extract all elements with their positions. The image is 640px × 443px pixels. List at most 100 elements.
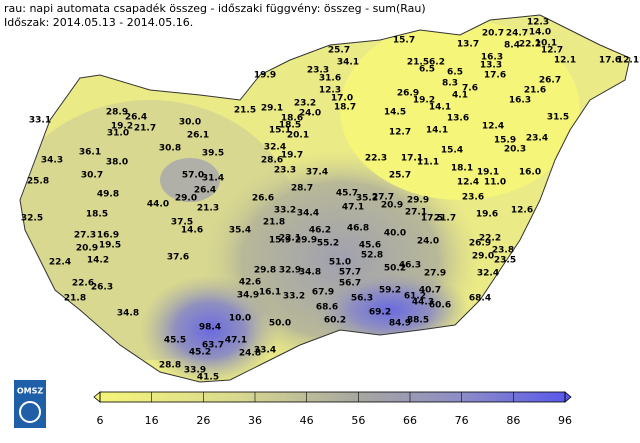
station-value: 18.1 (451, 164, 473, 174)
station-value: 45.5 (164, 336, 186, 346)
station-value: 20.3 (504, 145, 526, 155)
station-value: 35.2 (356, 194, 378, 204)
station-value: 11.1 (417, 158, 439, 168)
station-value: 42.6 (239, 278, 261, 288)
colorbar-tick-label: 66 (403, 414, 417, 427)
station-value: 30.8 (159, 144, 181, 154)
station-value: 27.9 (424, 269, 446, 279)
station-value: 50.0 (269, 319, 291, 329)
logo-swirl (19, 401, 41, 423)
station-value: 25.7 (328, 46, 350, 56)
station-value: 16.3 (481, 53, 503, 63)
station-value: 21.3 (197, 204, 219, 214)
station-value: 67.9 (312, 288, 334, 298)
station-value: 20.1 (287, 131, 309, 141)
station-value: 26.9 (469, 239, 491, 249)
station-value: 22.4 (49, 258, 71, 268)
colorbar-tick-label: 26 (196, 414, 210, 427)
station-value: 15.1 (269, 126, 291, 136)
station-value: 49.8 (97, 190, 119, 200)
station-value: 34.8 (299, 268, 321, 278)
colorbar-arrow (93, 391, 101, 403)
station-value: 61.2 (404, 292, 426, 302)
station-value: 60.6 (429, 301, 451, 311)
station-value: 18.5 (86, 210, 108, 220)
station-value: 34.4 (297, 209, 319, 219)
colorbar-tick-label: 36 (248, 414, 262, 427)
station-value: 15.7 (393, 36, 415, 46)
station-value: 16.9 (97, 231, 119, 241)
station-value: 34.3 (41, 156, 63, 166)
station-value: 28.9 (106, 108, 128, 118)
station-value: 17.6 (599, 56, 621, 66)
station-value: 13.6 (447, 114, 469, 124)
station-value: 24.0 (417, 237, 439, 247)
colorbar-tick-label: 56 (351, 414, 365, 427)
station-value: 12.4 (482, 122, 504, 132)
station-value: 29.9 (295, 236, 317, 246)
header-line: Időszak: 2014.05.13 - 2014.05.16. (4, 16, 194, 29)
colorbar (99, 391, 566, 403)
station-value: 44.0 (147, 200, 169, 210)
station-value: 26.3 (91, 283, 113, 293)
station-value: 22.2 (519, 40, 541, 50)
station-value: 44.3 (412, 298, 434, 308)
station-value: 26.4 (194, 186, 216, 196)
station-value: 68.4 (469, 294, 491, 304)
colorbar-tick-label: 96 (558, 414, 572, 427)
station-value: 57.0 (182, 171, 204, 181)
station-value: 41.5 (197, 373, 219, 383)
station-value: 22.1 (279, 234, 301, 244)
station-value: 19.2 (413, 96, 435, 106)
station-value: 21.8 (263, 218, 285, 228)
station-value: 22.6 (72, 279, 94, 289)
station-value: 11.0 (484, 178, 506, 188)
station-value: 56.7 (339, 279, 361, 289)
station-value: 12.4 (457, 178, 479, 188)
station-value: 27.1 (405, 208, 427, 218)
station-value: 32.5 (21, 214, 43, 224)
colorbar-tick-label: 6 (97, 414, 104, 427)
station-value: 50.2 (384, 264, 406, 274)
colorbar-tick-label: 86 (506, 414, 520, 427)
station-value: 29.9 (407, 196, 429, 206)
station-value: 21.7 (434, 214, 456, 224)
station-value: 30.0 (179, 118, 201, 128)
station-value: 37.6 (167, 253, 189, 263)
border (19, 14, 631, 383)
colorbar-tick-label: 76 (455, 414, 469, 427)
station-value: 6.5 (419, 65, 435, 75)
logo (14, 380, 46, 428)
station-value: 23.3 (274, 166, 296, 176)
station-value: 47.1 (342, 203, 364, 213)
station-value: 23.3 (307, 66, 329, 76)
station-value: 12.6 (511, 206, 533, 216)
station-value: 19.9 (254, 71, 276, 81)
station-value: 24.8 (239, 349, 261, 359)
station-value: 20.9 (76, 244, 98, 254)
station-value: 15.9 (494, 136, 516, 146)
station-value: 22.3 (365, 154, 387, 164)
station-value: 23.2 (294, 99, 316, 109)
station-value: 69.2 (369, 308, 391, 318)
station-value: 31.6 (319, 74, 341, 84)
station-value: 7.6 (462, 84, 478, 94)
station-value: 14.0 (529, 28, 551, 38)
station-value: 15.4 (441, 146, 463, 156)
station-value: 17.5 (421, 214, 443, 224)
station-value: 26.1 (187, 131, 209, 141)
station-value: 57.7 (339, 268, 361, 278)
station-value: 46.2 (309, 226, 331, 236)
station-value: 20.7 (482, 29, 504, 39)
station-value: 40.0 (384, 229, 406, 239)
station-value: 33.1 (29, 116, 51, 126)
station-value: 29.0 (175, 194, 197, 204)
station-value: 24.0 (299, 109, 321, 119)
station-value: 88.5 (407, 316, 429, 326)
station-value: 18.7 (334, 103, 356, 113)
station-value: 98.4 (199, 323, 221, 333)
station-value: 22.2 (479, 234, 501, 244)
station-value: 12.1 (617, 56, 639, 66)
